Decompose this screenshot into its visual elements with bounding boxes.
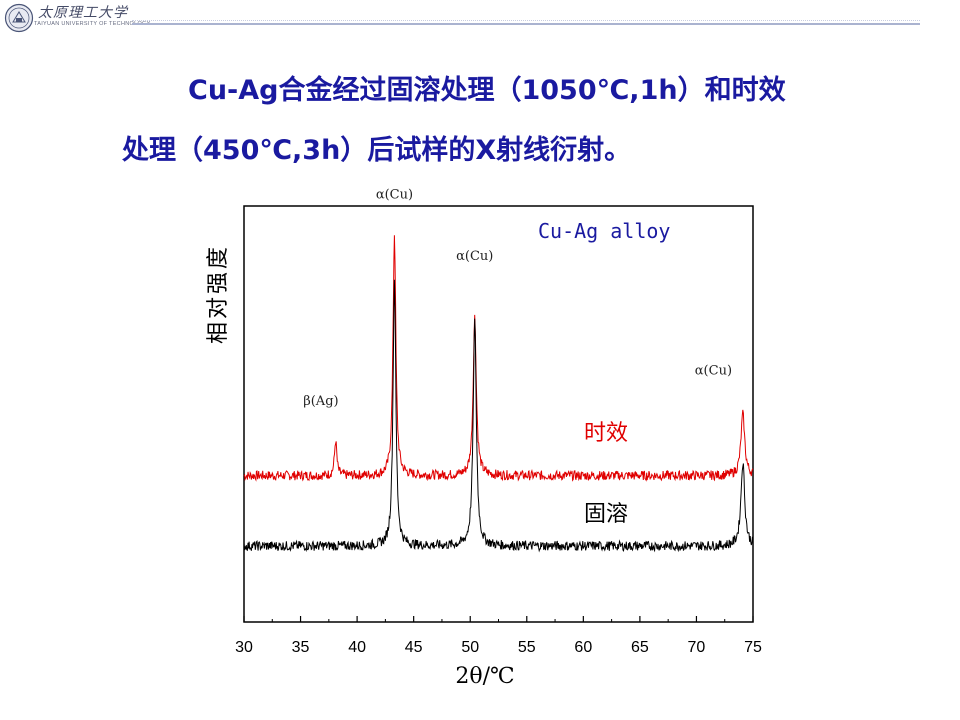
x-tick-label: 35 [292, 639, 310, 656]
peak-annotation: α(Cu) [456, 249, 493, 264]
university-name-cn: 太原理工大学 [38, 5, 128, 21]
peak-annotation: α(Cu) [376, 187, 413, 202]
series-label-solution: 固溶 [584, 502, 628, 527]
university-name-en: TAIYUAN UNIVERSITY OF TECHNOLOGY [34, 21, 151, 27]
x-tick-label: 30 [235, 639, 253, 656]
x-tick-label: 70 [688, 639, 706, 656]
peak-annotations: α(Cu) α(Cu) α(Cu) β(Ag) [303, 187, 732, 409]
x-tick-label: 55 [518, 639, 536, 656]
heading-line-1: Cu-Ag合金经过固溶处理（1050℃,1h）和时效 [188, 75, 786, 106]
peak-annotation: β(Ag) [303, 394, 338, 409]
x-tick-label: 50 [461, 639, 479, 656]
plot-frame [243, 205, 754, 623]
university-logo [4, 3, 34, 33]
legend-title: Cu-Ag alloy [538, 219, 670, 243]
x-tick-label: 60 [574, 639, 592, 656]
y-axis-label: 相对强度 [206, 244, 231, 344]
peak-annotation: α(Cu) [695, 363, 732, 378]
slide-header: 太原理工大学 TAIYUAN UNIVERSITY OF TECHNOLOGY [0, 0, 960, 40]
series-label-aging: 时效 [584, 421, 628, 446]
header-dotted-rule [132, 20, 920, 22]
header-rule [132, 23, 920, 25]
x-tick-label: 40 [348, 639, 366, 656]
series-group [243, 235, 754, 553]
x-tick-label: 45 [405, 639, 423, 656]
x-tick-label: 75 [744, 639, 762, 656]
x-tick-label: 65 [631, 639, 649, 656]
x-axis-label: 2θ/℃ [455, 664, 514, 689]
x-axis-ticks: 30 35 40 45 50 55 60 65 70 75 [235, 616, 762, 656]
series-line-solution [243, 279, 754, 553]
heading-line-2: 处理（450℃,3h）后试样的X射线衍射。 [122, 135, 632, 166]
series-line-aging [243, 235, 754, 482]
